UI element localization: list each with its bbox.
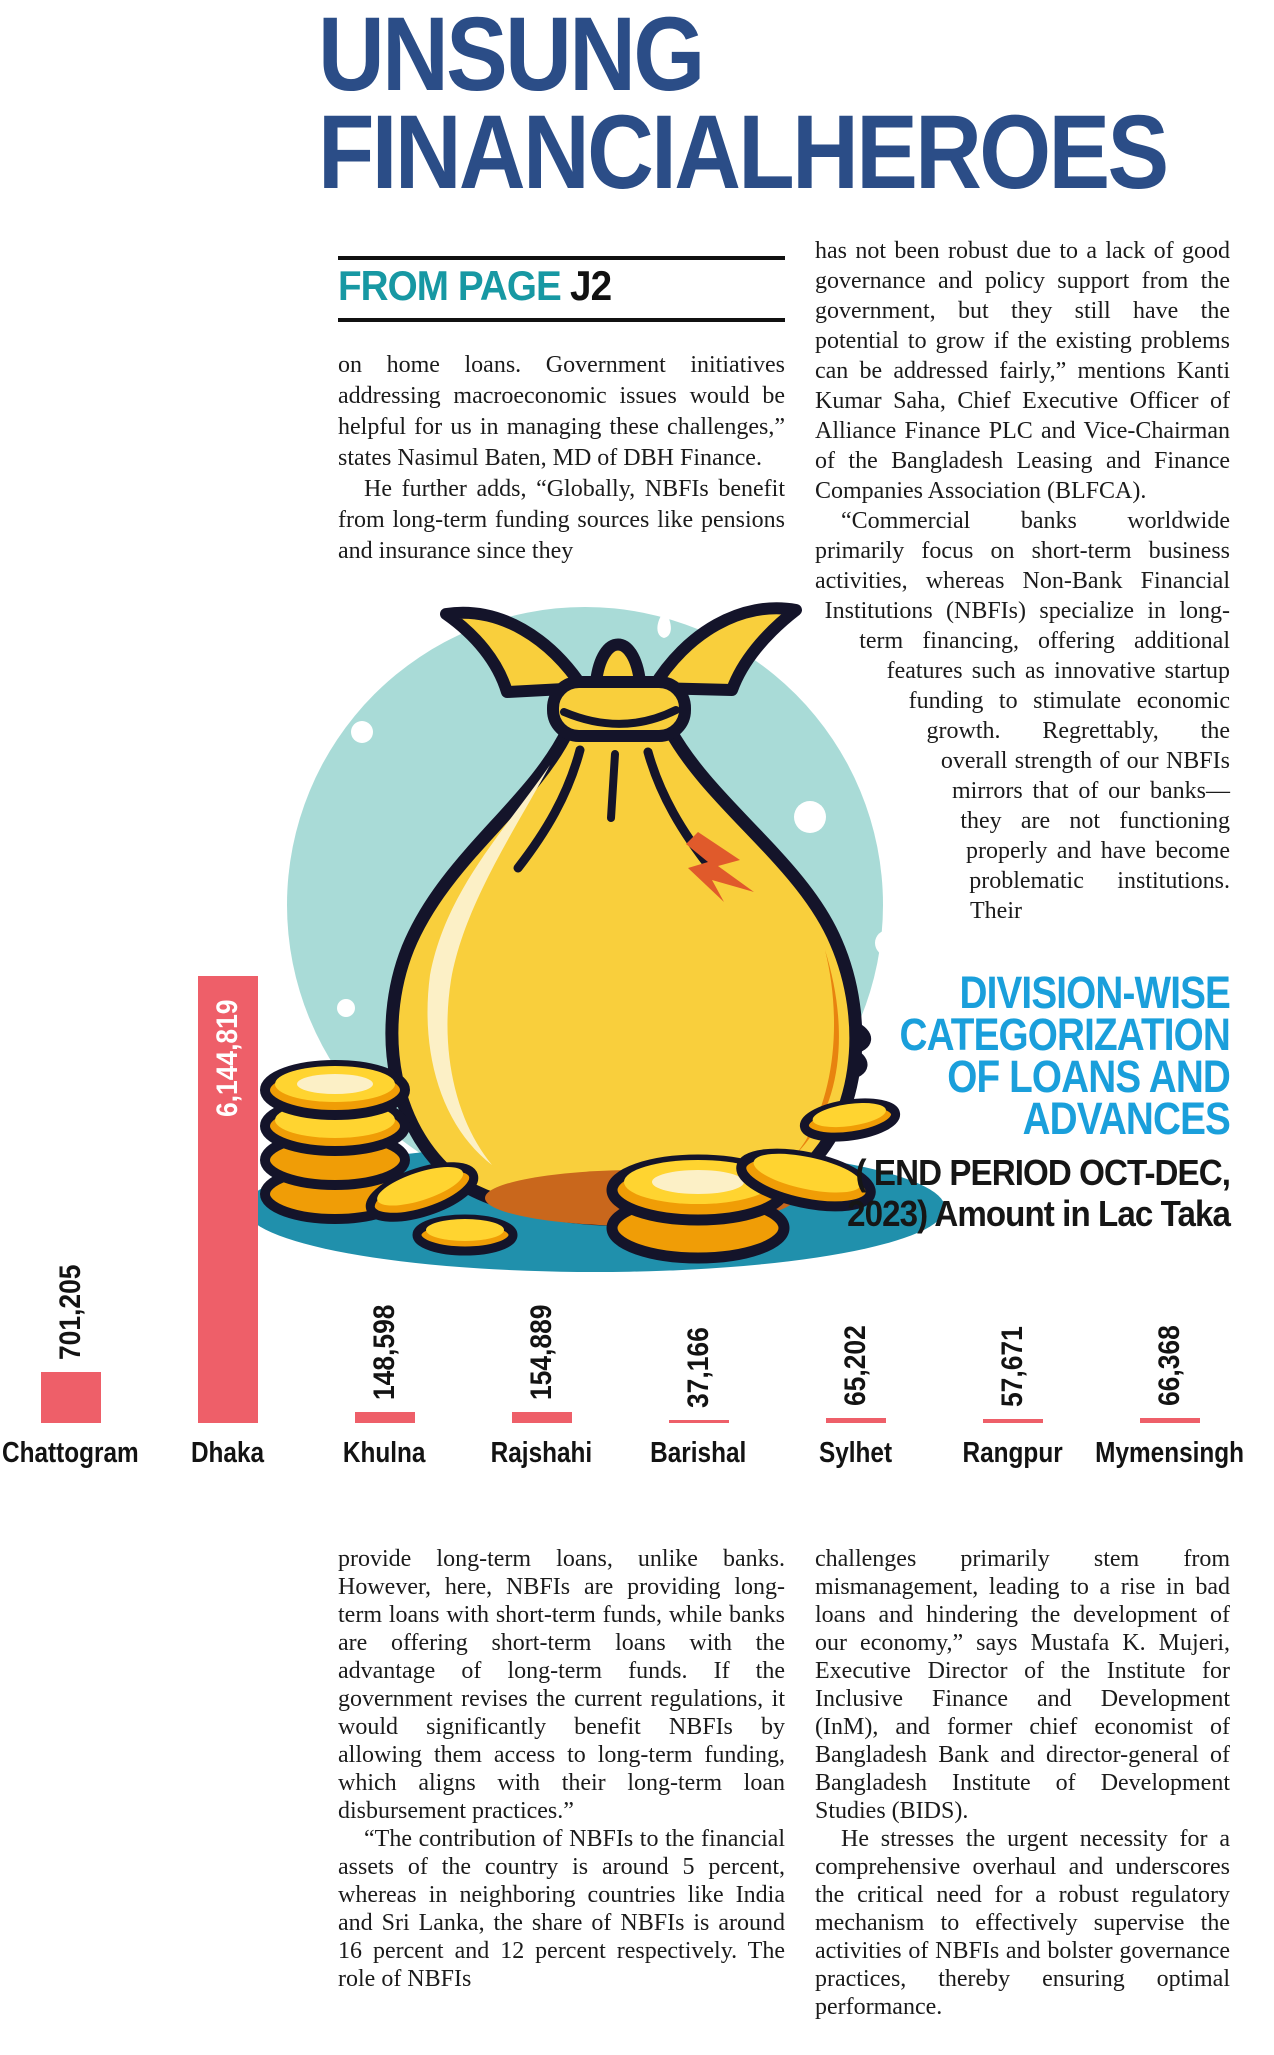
bar [825, 1418, 886, 1423]
bar-value-label: 154,889 [524, 1304, 558, 1400]
chart-column-rangpur: 57,671 Rangpur [934, 900, 1091, 1469]
bar [197, 976, 258, 1423]
bar [668, 1420, 729, 1423]
division-label: Rangpur [962, 1437, 1063, 1469]
division-label: Dhaka [190, 1437, 265, 1469]
article-column-bottom-left: provide long-term loans, unlike banks. H… [338, 1545, 785, 1993]
paragraph: has not been robust due to a lack of goo… [815, 238, 1230, 504]
chart-column-rajshahi: 154,889 Rajshahi [463, 900, 620, 1469]
division-label: Chattogram [2, 1437, 139, 1469]
bar-value-label: 65,202 [838, 1325, 872, 1406]
paragraph: provide long-term loans, unlike banks. H… [338, 1546, 785, 1824]
chart-column-khulna: 148,598 Khulna [306, 900, 463, 1469]
chart-column-chattogram: 701,205 Chattogram [0, 900, 149, 1469]
page-title-line1: UNSUNG [318, 0, 705, 113]
division-label: Khulna [343, 1437, 426, 1469]
chart-subtitle-line: ( END PERIOD OCT-DEC, [855, 1152, 1231, 1193]
article-column-top-left: on home loans. Government initiatives ad… [338, 350, 785, 567]
kicker: FROM PAGE J2 [338, 262, 749, 310]
bar [982, 1419, 1043, 1423]
chart-column-mymensingh: 66,368 Mymensingh [1091, 900, 1248, 1469]
chart-column-barishal: 37,166 Barishal [620, 900, 777, 1469]
bar [40, 1372, 101, 1423]
bar [1139, 1418, 1200, 1423]
chart-title-line: ADVANCES [1022, 1093, 1231, 1144]
bar-value-label: 148,598 [367, 1304, 401, 1400]
division-label: Mymensingh [1095, 1437, 1244, 1469]
paragraph: He further adds, “Globally, NBFIs benefi… [338, 476, 785, 564]
article-column-top-right: has not been robust due to a lack of goo… [815, 236, 1230, 1186]
division-label: Barishal [650, 1437, 747, 1469]
page-title: UNSUNG FINANCIALHEROES [318, 0, 1169, 211]
bar-value-label: 37,166 [681, 1327, 715, 1408]
from-page-label: FROM PAGE [338, 262, 562, 309]
paragraph: on home loans. Government initiatives ad… [338, 352, 785, 471]
paragraph: “The contribution of NBFIs to the financ… [338, 1826, 785, 1992]
bar-value-label: 701,205 [53, 1264, 87, 1360]
bar [511, 1412, 572, 1423]
page-ref: J2 [570, 262, 612, 309]
paragraph: He stresses the urgent necessity for a c… [815, 1826, 1230, 2020]
chart-subtitle-line: 2023) Amount in Lac Taka [847, 1193, 1231, 1234]
bar-value-label: 6,144,819 [210, 999, 244, 1117]
paragraph: challenges primarily stem from mismanage… [815, 1546, 1230, 1824]
page-title-line2: FINANCIALHEROES [318, 94, 1169, 211]
bar [354, 1412, 415, 1423]
money-bag-illustration [250, 602, 945, 1272]
division-label: Rajshahi [490, 1437, 593, 1469]
chart-column-dhaka: 6,144,819 Dhaka [149, 900, 306, 1469]
chart-title-line: OF LOANS AND [947, 1051, 1231, 1102]
bag-fold-accent [686, 832, 754, 902]
chart-title-line: CATEGORIZATION [899, 1009, 1230, 1060]
chart-title: DIVISION-WISE CATEGORIZATION OF LOANS AND A… [730, 967, 1231, 1144]
chart-title-block: DIVISION-WISE CATEGORIZATION OF LOANS AND A… [730, 967, 1231, 1234]
kicker-bottom-rule [338, 318, 785, 322]
chart-subtitle: ( END PERIOD OCT-DEC, 2023) Amount in Lac… [730, 1152, 1231, 1234]
coin-stack-right [412, 1098, 901, 1264]
chart-title-line: DIVISION-WISE [959, 967, 1231, 1018]
article-column-bottom-right: challenges primarily stem from mismanage… [815, 1545, 1230, 2021]
paragraph: “Commercial banks worldwide primarily fo… [815, 508, 1230, 924]
bar-value-label: 57,671 [995, 1326, 1029, 1407]
coin-stack-left [260, 1060, 479, 1224]
bar-value-label: 66,368 [1152, 1325, 1186, 1406]
chart-column-sylhet: 65,202 Sylhet [777, 900, 934, 1469]
division-label: Sylhet [818, 1437, 893, 1469]
loans-bar-chart: 701,205 Chattogram 6,144,819 Dhaka 148,598 Kh… [0, 900, 1274, 1500]
kicker-top-rule [338, 256, 785, 260]
